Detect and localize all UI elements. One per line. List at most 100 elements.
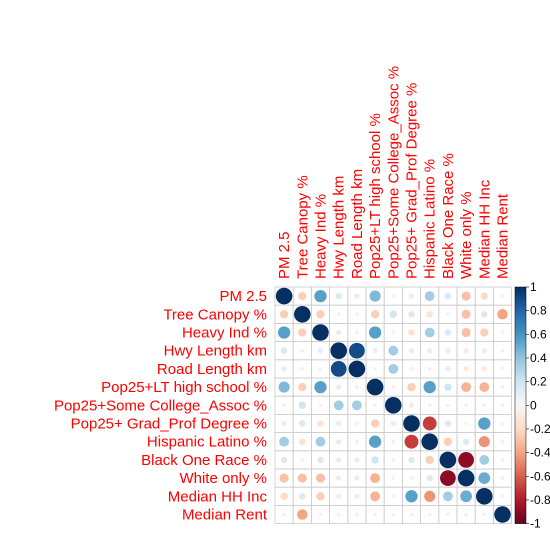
correlation-point [314,380,327,394]
correlation-point [391,512,396,517]
correlation-point [444,329,452,336]
correlation-point [403,415,420,432]
correlation-point [425,455,434,465]
correlation-point [500,294,505,298]
correlation-point [354,457,360,463]
correlation-point [405,490,418,503]
colorbar-tick-label: 1 [530,280,537,294]
correlation-point [299,438,306,445]
correlation-point [330,342,348,360]
correlation-point [318,367,323,371]
correlation-point [336,420,342,427]
colorbar-tick-label: -0.8 [530,493,550,507]
correlation-point [478,436,490,448]
correlation-point [275,287,293,305]
correlation-point [300,458,305,462]
correlation-point [318,403,323,408]
correlation-point [279,310,289,319]
correlation-circles [275,287,511,523]
correlation-point [371,456,379,464]
correlation-point [408,348,415,354]
correlation-point [446,312,450,317]
column-labels: PM 2.5 Tree Canopy % Heavy Ind % Hwy Length… [276,66,511,279]
colorbar-tick-label: 0.2 [530,375,547,389]
correlation-point [370,310,380,319]
correlation-point [354,475,360,481]
column-label: Road Length km [349,169,366,279]
correlation-point [282,512,286,517]
correlation-point [336,384,342,390]
row-label: Pop25+ Grad_Prof Degree % [71,416,267,433]
correlation-point [426,311,433,318]
correlation-point [281,420,287,427]
correlation-point [481,366,487,372]
correlation-point [298,328,307,337]
column-label: Pop25+LT high school % [367,113,384,279]
correlation-point [298,382,307,392]
correlation-point [500,458,505,462]
correlation-point [479,382,490,393]
correlation-point [424,490,436,502]
correlation-point [391,294,396,298]
correlation-point [373,367,377,371]
correlation-point [439,451,457,469]
correlation-point [385,397,402,414]
correlation-point [335,292,342,300]
correlation-point [500,476,505,480]
column-label: Hispanic Latino % [422,159,439,279]
row-label: White only % [179,470,267,487]
correlation-point [404,434,419,449]
correlation-point [355,312,359,317]
row-label: Heavy Ind % [182,325,267,342]
correlation-point [279,436,290,447]
correlation-point [388,345,399,356]
correlation-point [315,436,326,447]
correlation-point [480,328,489,337]
correlation-point [388,363,399,374]
correlation-point [427,512,432,517]
correlation-point [424,291,435,302]
column-label: PM 2.5 [276,231,293,279]
correlation-point [478,472,491,484]
correlation-point [299,420,306,427]
correlation-point [426,474,433,482]
correlation-point [427,403,432,408]
correlation-point [389,310,398,319]
column-label: Hwy Length km [331,176,348,279]
correlation-point [424,327,435,338]
correlation-point [280,456,288,464]
correlation-point [333,400,344,411]
correlation-point [408,329,415,336]
correlation-point [390,420,396,427]
correlation-point [391,476,396,480]
correlation-point [355,421,359,426]
correlation-point [500,348,505,353]
column-label: Pop25+Some College_Assoc % [385,66,402,279]
correlation-point [442,491,453,502]
column-label: White only % [458,191,475,279]
correlation-point [480,292,489,300]
correlation-point [500,421,505,426]
correlation-point [445,366,451,372]
correlation-point [373,512,377,517]
correlation-point [494,506,511,523]
correlation-point [369,290,381,302]
correlation-point [336,312,341,317]
correlation-point [446,512,450,517]
correlation-point [457,469,475,487]
correlation-point [478,417,491,430]
correlation-point [281,366,287,372]
correlation-point [297,473,307,483]
correlation-point [444,292,452,300]
correlation-point [464,421,468,426]
correlation-point [314,289,327,303]
correlation-point [354,293,360,299]
correlation-point [277,326,291,339]
row-label: Black One Race % [141,452,267,469]
correlation-point [370,473,381,484]
correlation-point [461,382,472,393]
correlation-point [336,329,342,336]
correlation-point [463,366,469,372]
column-label: Black One Race % [440,153,457,279]
